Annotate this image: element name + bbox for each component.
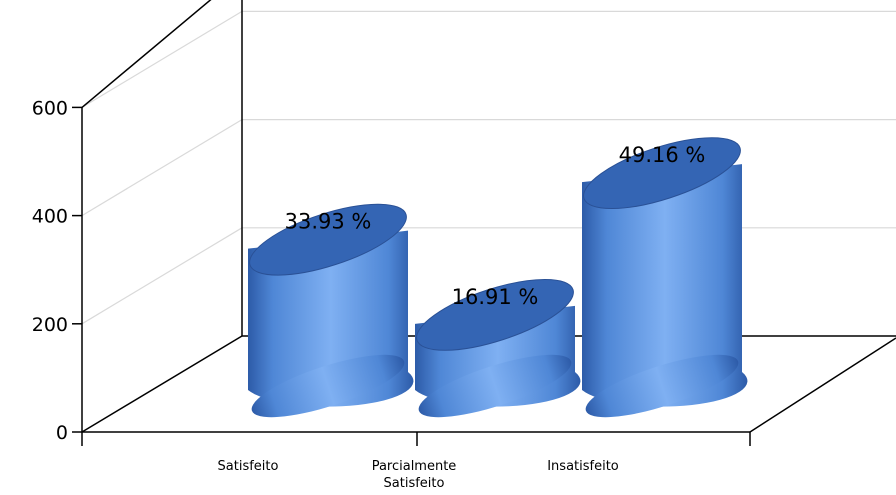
data-label: 49.16 %: [619, 143, 706, 167]
bar-bottom-cap: [585, 354, 739, 418]
category-labels: Satisfeito Parcialmente Satisfeito Insatisf…: [218, 459, 619, 491]
bar-3: [582, 137, 748, 418]
y-tick-label: 600: [32, 97, 68, 119]
data-label: 33.93 %: [285, 210, 372, 234]
bar-top-cap: [249, 203, 407, 276]
category-label: Satisfeito: [218, 459, 279, 474]
gridline-side: [81, 10, 243, 108]
category-label: Insatisfeito: [547, 459, 619, 474]
top-left-edge: [81, 0, 212, 108]
bar-2: [415, 278, 581, 418]
gridline-side: [81, 119, 243, 217]
bar-bottom-cap: [251, 354, 405, 418]
y-tick-label: 400: [32, 206, 68, 228]
bar-bottom-cap: [418, 354, 572, 418]
data-label: 16.91 %: [452, 285, 539, 309]
bar-top-cap: [583, 137, 741, 210]
bar-1: [248, 203, 414, 418]
bar-body: [582, 164, 748, 407]
gridline-side: [81, 227, 243, 325]
data-labels: 33.93 % 16.91 % 49.16 %: [285, 143, 706, 309]
gridlines: [81, 10, 896, 325]
axes: [81, 0, 896, 446]
y-axis-ticks: 0 200 400 600: [32, 97, 82, 444]
bars: [248, 137, 748, 418]
y-tick-label: 200: [32, 314, 68, 336]
bar-top-cap: [416, 278, 574, 351]
category-label: Parcialmente Satisfeito: [372, 459, 457, 491]
floor-right-edge: [749, 337, 896, 433]
y-tick-label: 0: [56, 422, 68, 444]
floor-left-edge: [81, 335, 243, 433]
